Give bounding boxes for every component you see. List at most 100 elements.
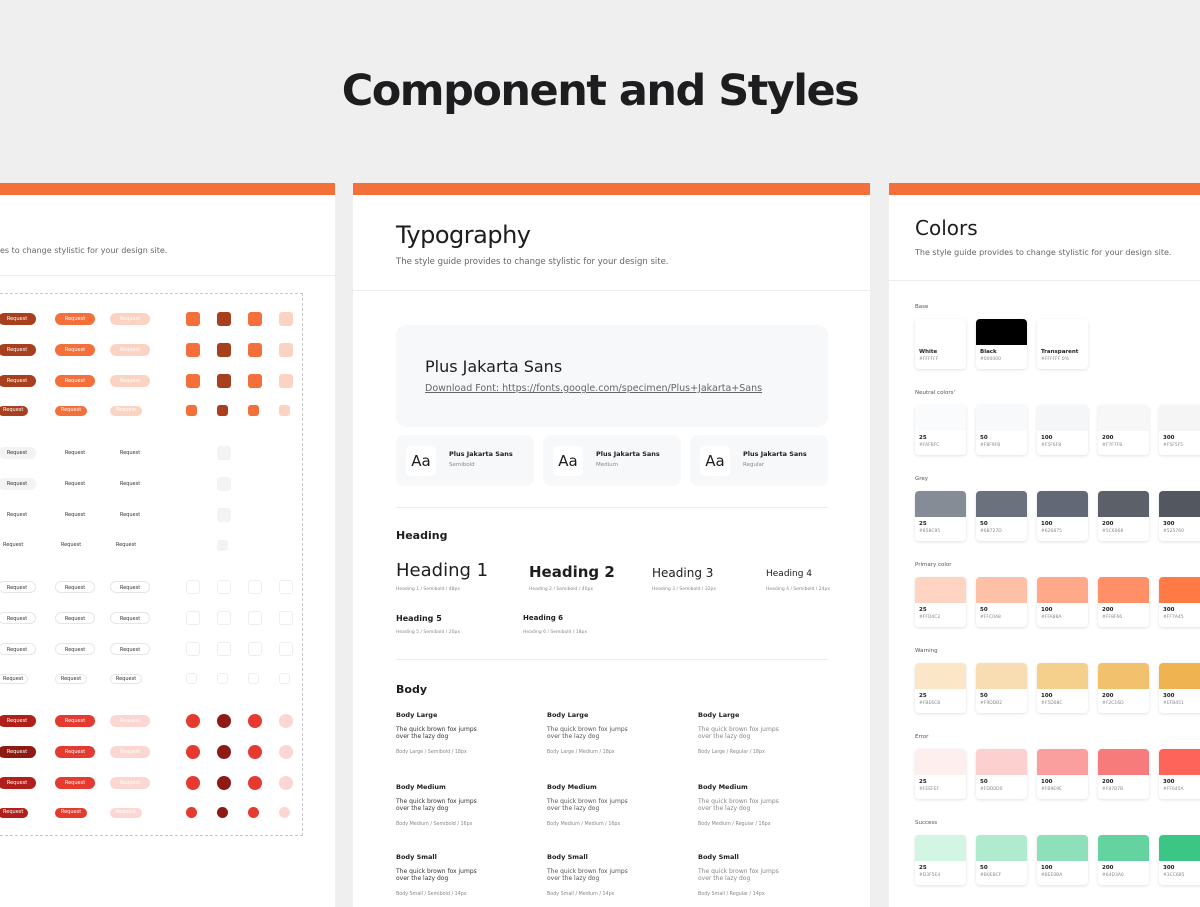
button[interactable]: Request xyxy=(0,344,36,356)
icon-button[interactable] xyxy=(279,446,293,460)
button[interactable]: Request xyxy=(0,581,36,593)
icon-button[interactable] xyxy=(248,673,260,685)
icon-button[interactable] xyxy=(248,477,262,491)
button[interactable]: Request xyxy=(55,612,95,624)
icon-button[interactable] xyxy=(186,405,198,417)
button[interactable]: Request xyxy=(110,612,150,624)
icon-button[interactable] xyxy=(279,714,293,728)
button[interactable]: Request xyxy=(110,313,150,325)
icon-button[interactable] xyxy=(279,776,293,790)
icon-button[interactable] xyxy=(279,312,293,326)
icon-button[interactable] xyxy=(186,776,200,790)
icon-button[interactable] xyxy=(279,611,293,625)
icon-button[interactable] xyxy=(248,508,262,522)
button[interactable]: Request xyxy=(110,746,150,758)
button[interactable]: Request xyxy=(0,406,29,416)
icon-button[interactable] xyxy=(186,642,200,656)
icon-button[interactable] xyxy=(186,611,200,625)
download-link[interactable]: Download Font: https://fonts.google.com/… xyxy=(425,383,763,394)
button[interactable]: Request xyxy=(0,715,36,727)
button[interactable]: Request xyxy=(0,509,36,521)
icon-button[interactable] xyxy=(186,673,198,685)
icon-button[interactable] xyxy=(186,343,200,357)
button[interactable]: Request xyxy=(55,581,95,593)
icon-button[interactable] xyxy=(186,580,200,594)
button[interactable]: Request xyxy=(55,478,95,490)
icon-button[interactable] xyxy=(279,405,291,417)
icon-button[interactable] xyxy=(248,745,262,759)
icon-button[interactable] xyxy=(186,374,200,388)
button[interactable]: Request xyxy=(0,808,29,818)
button[interactable]: Request xyxy=(0,375,36,387)
icon-button[interactable] xyxy=(248,405,260,417)
icon-button[interactable] xyxy=(279,673,291,685)
icon-button[interactable] xyxy=(217,745,231,759)
button[interactable]: Request xyxy=(0,777,36,789)
button[interactable]: Request xyxy=(110,406,142,416)
icon-button[interactable] xyxy=(217,807,229,819)
icon-button[interactable] xyxy=(217,508,231,522)
icon-button[interactable] xyxy=(248,312,262,326)
button[interactable]: Request xyxy=(110,447,150,459)
icon-button[interactable] xyxy=(217,477,231,491)
icon-button[interactable] xyxy=(186,508,200,522)
icon-button[interactable] xyxy=(248,642,262,656)
icon-button[interactable] xyxy=(279,374,293,388)
icon-button[interactable] xyxy=(248,714,262,728)
button[interactable]: Request xyxy=(110,643,150,655)
button[interactable]: Request xyxy=(55,344,95,356)
icon-button[interactable] xyxy=(186,446,200,460)
icon-button[interactable] xyxy=(248,446,262,460)
icon-button[interactable] xyxy=(248,540,260,552)
icon-button[interactable] xyxy=(248,343,262,357)
button[interactable]: Request xyxy=(110,674,142,684)
icon-button[interactable] xyxy=(217,374,231,388)
button[interactable]: Request xyxy=(0,478,36,490)
button[interactable]: Request xyxy=(55,313,95,325)
button[interactable]: Request xyxy=(0,746,36,758)
button[interactable]: Request xyxy=(110,581,150,593)
icon-button[interactable] xyxy=(279,745,293,759)
icon-button[interactable] xyxy=(217,580,231,594)
icon-button[interactable] xyxy=(186,540,198,552)
button[interactable]: Request xyxy=(55,715,95,727)
button[interactable]: Request xyxy=(55,674,87,684)
icon-button[interactable] xyxy=(279,508,293,522)
icon-button[interactable] xyxy=(217,405,229,417)
button[interactable]: Request xyxy=(55,643,95,655)
button[interactable]: Request xyxy=(0,313,36,325)
icon-button[interactable] xyxy=(217,776,231,790)
icon-button[interactable] xyxy=(217,343,231,357)
button[interactable]: Request xyxy=(55,777,95,789)
icon-button[interactable] xyxy=(248,611,262,625)
button[interactable]: Request xyxy=(110,478,150,490)
button[interactable]: Request xyxy=(110,777,150,789)
button[interactable]: Request xyxy=(110,375,150,387)
icon-button[interactable] xyxy=(217,673,229,685)
button[interactable]: Request xyxy=(55,509,95,521)
icon-button[interactable] xyxy=(279,642,293,656)
icon-button[interactable] xyxy=(217,312,231,326)
icon-button[interactable] xyxy=(186,477,200,491)
icon-button[interactable] xyxy=(186,714,200,728)
button[interactable]: Request xyxy=(0,447,36,459)
icon-button[interactable] xyxy=(217,611,231,625)
icon-button[interactable] xyxy=(279,477,293,491)
icon-button[interactable] xyxy=(186,312,200,326)
button[interactable]: Request xyxy=(55,541,87,551)
icon-button[interactable] xyxy=(248,807,260,819)
button[interactable]: Request xyxy=(0,612,36,624)
button[interactable]: Request xyxy=(55,375,95,387)
icon-button[interactable] xyxy=(279,540,291,552)
icon-button[interactable] xyxy=(186,745,200,759)
button[interactable]: Request xyxy=(110,509,150,521)
button[interactable]: Request xyxy=(110,715,150,727)
icon-button[interactable] xyxy=(248,580,262,594)
button[interactable]: Request xyxy=(55,746,95,758)
icon-button[interactable] xyxy=(248,776,262,790)
icon-button[interactable] xyxy=(279,807,291,819)
button[interactable]: Request xyxy=(0,643,36,655)
icon-button[interactable] xyxy=(217,540,229,552)
icon-button[interactable] xyxy=(217,446,231,460)
icon-button[interactable] xyxy=(186,807,198,819)
